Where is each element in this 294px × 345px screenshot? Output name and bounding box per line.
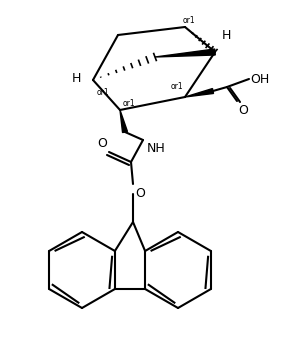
Text: or1: or1: [171, 82, 183, 91]
Text: or1: or1: [97, 88, 110, 97]
Text: or1: or1: [123, 99, 136, 108]
Polygon shape: [185, 89, 213, 97]
Text: O: O: [238, 104, 248, 117]
Text: H: H: [222, 29, 231, 42]
Text: O: O: [135, 187, 145, 200]
Text: O: O: [97, 137, 107, 150]
Text: OH: OH: [250, 72, 269, 86]
Text: NH: NH: [147, 142, 166, 155]
Polygon shape: [155, 49, 215, 57]
Polygon shape: [120, 110, 127, 132]
Text: or1: or1: [183, 16, 196, 25]
Text: H: H: [72, 71, 81, 85]
